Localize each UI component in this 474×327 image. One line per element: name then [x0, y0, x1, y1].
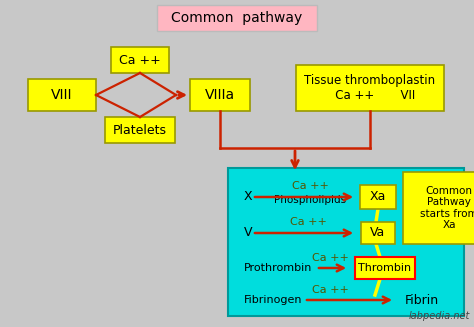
Text: Thrombin: Thrombin — [358, 263, 411, 273]
Text: V: V — [244, 227, 253, 239]
FancyBboxPatch shape — [355, 257, 415, 279]
Text: Va: Va — [370, 227, 386, 239]
Text: Ca ++: Ca ++ — [292, 181, 328, 191]
Text: X: X — [244, 191, 253, 203]
Text: Prothrombin: Prothrombin — [244, 263, 312, 273]
Text: Ca ++: Ca ++ — [290, 217, 327, 227]
FancyBboxPatch shape — [111, 47, 169, 73]
Text: Ca ++: Ca ++ — [311, 285, 348, 295]
FancyBboxPatch shape — [190, 79, 250, 111]
FancyBboxPatch shape — [360, 185, 396, 209]
FancyBboxPatch shape — [403, 172, 474, 244]
Text: Fibrinogen: Fibrinogen — [244, 295, 302, 305]
FancyBboxPatch shape — [228, 168, 464, 316]
FancyBboxPatch shape — [105, 117, 175, 143]
Text: Ca ++: Ca ++ — [119, 54, 161, 66]
Text: Tissue thromboplastin
   Ca ++       VII: Tissue thromboplastin Ca ++ VII — [304, 74, 436, 102]
Text: VIII: VIII — [51, 88, 73, 102]
Text: labpedia.net: labpedia.net — [409, 311, 470, 321]
FancyBboxPatch shape — [28, 79, 96, 111]
FancyBboxPatch shape — [296, 65, 444, 111]
Text: Common
Pathway
starts from
Xa: Common Pathway starts from Xa — [420, 186, 474, 231]
FancyBboxPatch shape — [157, 5, 317, 31]
Text: Phospholipids: Phospholipids — [274, 195, 346, 205]
Text: Ca ++: Ca ++ — [311, 253, 348, 263]
Text: Fibrin: Fibrin — [405, 294, 439, 306]
Text: VIIIa: VIIIa — [205, 88, 235, 102]
Text: Platelets: Platelets — [113, 124, 167, 136]
FancyBboxPatch shape — [361, 222, 395, 244]
Text: Xa: Xa — [370, 191, 386, 203]
Text: Common  pathway: Common pathway — [172, 11, 302, 25]
